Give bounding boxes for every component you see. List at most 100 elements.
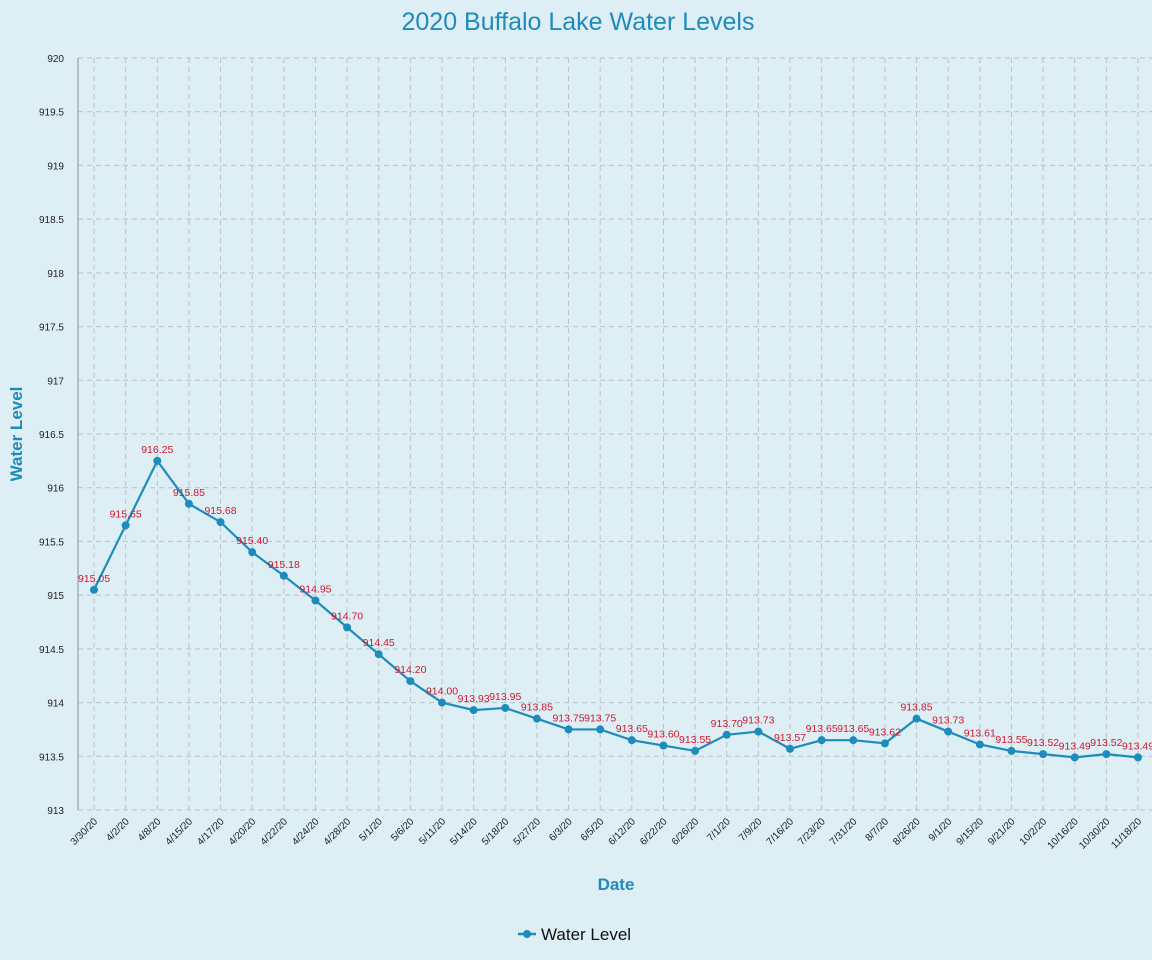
data-label: 914.95 [299,584,331,596]
data-label: 913.65 [837,723,869,735]
data-point-marker[interactable] [975,740,984,749]
data-label: 914.70 [331,610,363,622]
data-label: 913.95 [489,691,521,703]
data-label: 913.49 [1122,740,1152,752]
data-label: 913.75 [584,712,616,724]
grid-lines [78,57,1152,811]
x-tick-label: 4/22/20 [259,816,291,848]
data-label: 913.55 [995,734,1027,746]
data-point-marker[interactable] [279,571,288,580]
data-point-marker[interactable] [501,703,510,712]
data-point-marker[interactable] [311,596,320,605]
x-tick-label: 3/30/20 [69,816,101,848]
data-point-marker[interactable] [817,736,826,745]
x-tick-label: 5/18/20 [480,816,512,848]
data-point-marker[interactable] [1007,746,1016,755]
x-tick-label: 7/1/20 [705,816,733,844]
data-label: 913.52 [1027,737,1059,749]
x-tick-label: 6/5/20 [579,816,607,844]
y-axis-ticks: 913 913.5 914 914.5 915 915.5 916 916.5 917 917.5… [39,54,64,817]
x-tick-label: 10/16/20 [1046,816,1082,852]
chart-title: 2020 Buffalo Lake Water Levels [401,8,755,36]
data-point-marker[interactable] [374,650,383,659]
data-point-marker[interactable] [659,741,668,750]
x-tick-label: 5/11/20 [417,816,448,847]
y-tick-label: 916.5 [39,430,64,441]
x-tick-label: 5/14/20 [448,816,480,848]
data-point-marker[interactable] [880,739,889,748]
x-tick-label: 6/26/20 [670,816,702,848]
y-tick-label: 920 [47,54,64,65]
data-label: 914.20 [394,664,426,676]
x-tick-label: 8/7/20 [864,816,892,844]
x-tick-label: 4/24/20 [290,816,322,848]
x-tick-label: 4/8/20 [136,816,164,844]
data-point-marker[interactable] [596,725,605,734]
data-label: 913.49 [1059,740,1091,752]
y-axis-title: Water Level [7,387,26,482]
data-label: 915.85 [173,487,205,499]
data-point-marker[interactable] [153,456,162,465]
data-point-marker[interactable] [1134,753,1142,762]
x-tick-label: 9/15/20 [955,816,987,848]
data-point-marker[interactable] [469,706,478,715]
data-point-marker[interactable] [1102,750,1111,759]
data-label: 914.00 [426,686,458,698]
x-tick-label: 7/23/20 [796,816,828,848]
series-line [93,458,1139,759]
data-point-marker[interactable] [438,698,446,707]
data-point-marker[interactable] [532,714,541,723]
x-tick-label: 11/18/20 [1109,816,1144,851]
data-label: 913.55 [679,734,711,746]
x-tick-label: 7/9/20 [737,816,765,844]
data-point-marker[interactable] [406,677,415,686]
y-tick-label: 913 [47,806,64,817]
x-tick-label: 10/30/20 [1077,816,1113,852]
data-label: 913.52 [1090,737,1122,749]
x-tick-label: 5/27/20 [512,816,544,848]
y-tick-label: 914 [47,699,64,710]
y-tick-label: 918.5 [39,215,64,226]
data-point-marker[interactable] [216,518,225,527]
data-point-marker[interactable] [912,714,921,723]
data-point-marker[interactable] [691,746,700,755]
x-tick-label: 7/31/20 [828,816,860,848]
y-tick-label: 916 [47,484,64,495]
data-label: 915.65 [110,508,142,520]
data-point-marker[interactable] [248,548,257,557]
x-axis-ticks: 3/30/20 4/2/20 4/8/20 4/15/20 4/17/20 4/20/20… [69,816,1145,852]
data-point-marker[interactable] [944,727,953,736]
data-label: 913.65 [616,723,648,735]
data-point-marker[interactable] [754,727,763,736]
x-tick-label: 10/2/20 [1018,816,1050,848]
data-point-marker[interactable] [722,730,731,739]
data-label: 913.75 [552,712,584,724]
data-point-marker[interactable] [564,725,573,734]
data-label: 913.73 [742,715,774,727]
x-tick-label: 5/1/20 [357,816,385,844]
data-labels: 915.05 915.65 916.25 915.85 915.68 915.40915.… [78,444,1152,753]
data-label: 913.85 [900,702,932,714]
data-point-marker[interactable] [121,521,130,530]
x-tick-label: 9/1/20 [927,816,955,844]
y-tick-label: 919 [47,161,64,172]
y-tick-label: 917.5 [39,323,64,334]
data-label: 913.73 [932,715,964,727]
data-point-marker[interactable] [1070,753,1079,762]
data-point-marker[interactable] [1039,750,1048,759]
data-point-marker[interactable] [343,623,352,632]
data-label: 913.60 [647,729,679,741]
data-point-marker[interactable] [849,736,858,745]
y-tick-label: 918 [47,269,64,280]
legend[interactable]: Water Level [518,925,631,944]
x-tick-label: 4/15/20 [164,816,196,848]
x-tick-label: 6/22/20 [638,816,670,848]
data-point-marker[interactable] [786,744,794,753]
legend-line-marker-icon [518,930,536,938]
data-label: 913.65 [806,723,838,735]
data-point-marker[interactable] [90,585,98,594]
data-point-marker[interactable] [627,736,636,745]
data-label: 914.45 [363,637,395,649]
data-point-marker[interactable] [184,499,193,508]
